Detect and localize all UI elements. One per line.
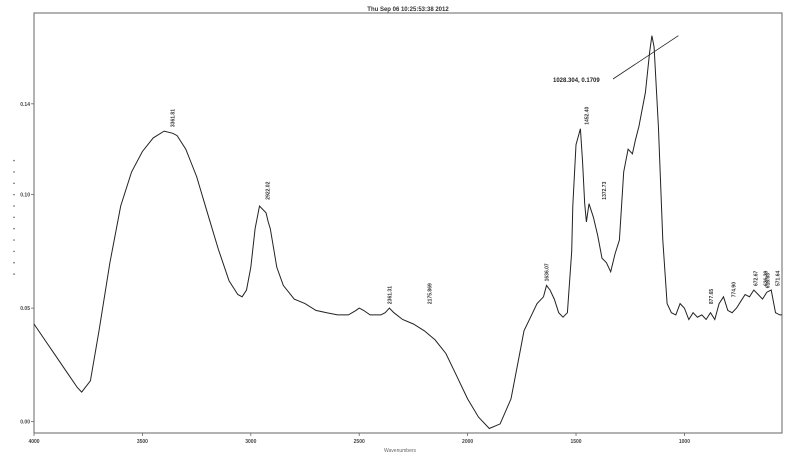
x-tick-label: 3500 [137, 439, 148, 445]
y-minor-tick [13, 250, 15, 253]
y-minor-tick [13, 193, 15, 196]
y-minor-tick [13, 171, 15, 173]
spectrum-line [33, 35, 782, 430]
y-tick-label: 0.00 [20, 420, 30, 426]
y-minor-tick [13, 182, 15, 185]
y-minor-tick [13, 261, 15, 264]
peak-labels: 3361.81 2922.02 2361.31 2175.869 1636.07 1452… [171, 107, 782, 305]
plot-frame [33, 12, 783, 434]
y-minor-tick [13, 159, 15, 162]
peak-label: 2175.869 [428, 283, 434, 304]
peak-label: 1452.40 [584, 107, 590, 125]
peak-label: 2922.02 [266, 181, 272, 199]
peak-label: 774.90 [731, 282, 737, 298]
y-minor-tick [13, 273, 15, 275]
chart-title: Thu Sep 06 10:25:53:38 2012 [367, 7, 449, 13]
y-tick-label: 0.10 [20, 193, 30, 199]
annotation-leader-line [612, 35, 679, 80]
y-tick-label: 0.05 [20, 306, 30, 312]
peak-label: 2361.31 [387, 286, 393, 304]
y-minor-tick [13, 205, 15, 207]
x-tick-label: 2500 [354, 439, 365, 445]
peak-label: 672.67 [754, 270, 760, 286]
x-tick-label: 1000 [679, 439, 690, 445]
x-axis-label: Wavenumbers [384, 448, 417, 454]
peak-label: 571.64 [775, 270, 781, 286]
peak-label: 3361.81 [171, 109, 177, 127]
x-tick-label: 2000 [462, 439, 473, 445]
y-minor-tick [13, 216, 15, 219]
y-axis-minor-ticks [13, 159, 15, 275]
x-tick-label: 4000 [28, 439, 39, 445]
peak-annotation: 1028.304, 0.1709 [553, 35, 679, 84]
y-tick-label: 0.14 [20, 102, 30, 108]
peak-label: 1372.73 [602, 181, 608, 199]
peak-label: 1636.07 [545, 263, 551, 281]
y-axis-ticks: 0.00 0.05 0.10 0.14 [20, 102, 34, 426]
peak-label: 877.65 [709, 289, 715, 305]
y-minor-tick [13, 227, 15, 230]
x-tick-label: 3000 [245, 439, 256, 445]
x-axis-ticks: 4000350030002500200015001000500 [28, 433, 690, 445]
x-tick-label: 1500 [570, 439, 581, 445]
annotation-text: 1028.304, 0.1709 [553, 78, 600, 84]
peak-label: 626.39 [764, 270, 770, 286]
peak-label: 618.83 [765, 273, 771, 289]
y-minor-tick [13, 239, 15, 241]
